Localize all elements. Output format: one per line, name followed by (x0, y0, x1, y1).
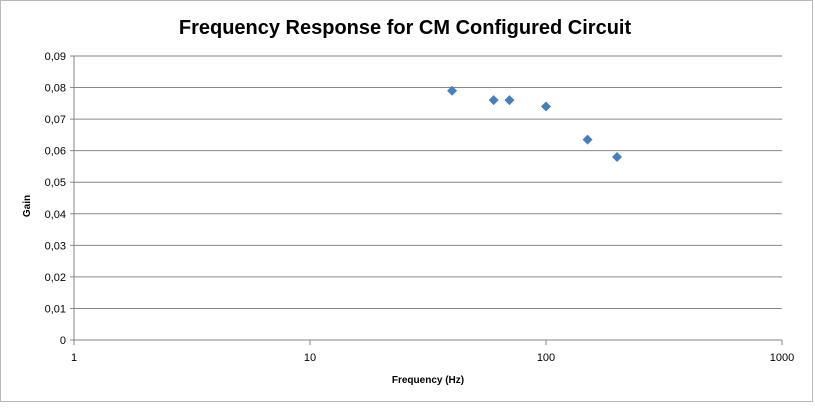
data-point (447, 85, 458, 96)
y-tick-label: 0,06 (45, 146, 66, 158)
chart-title: Frequency Response for CM Configured Cir… (179, 17, 632, 39)
x-tick-label: 100 (537, 352, 555, 364)
y-tick-label: 0,05 (45, 177, 66, 189)
y-tick-label: 0 (60, 335, 66, 347)
y-tick-label: 0,07 (45, 114, 66, 126)
x-tick-label: 10 (304, 352, 316, 364)
data-point (582, 134, 593, 145)
y-axis-ticks: 0 0,01 0,02 0,03 0,04 0,05 0,06 0,07 0,08 0,09 (45, 51, 74, 347)
data-point (504, 95, 515, 106)
y-tick-label: 0,01 (45, 303, 66, 315)
x-axis-ticks: 1 10 100 1000 (71, 340, 794, 364)
data-point (488, 95, 499, 106)
gridlines (74, 55, 782, 309)
x-axis-label: Frequency (Hz) (392, 375, 464, 386)
data-points (447, 85, 623, 162)
y-tick-label: 0,08 (45, 83, 66, 95)
axes (73, 56, 782, 341)
y-tick-label: 0,02 (45, 272, 66, 284)
y-tick-label: 0,03 (45, 240, 66, 252)
y-axis-label: Gain (22, 195, 33, 217)
y-tick-label: 0,09 (45, 51, 66, 63)
y-tick-label: 0,04 (45, 209, 66, 221)
x-tick-label: 1000 (770, 352, 794, 364)
data-point (612, 151, 623, 162)
x-tick-label: 1 (71, 352, 77, 364)
data-point (541, 101, 551, 112)
